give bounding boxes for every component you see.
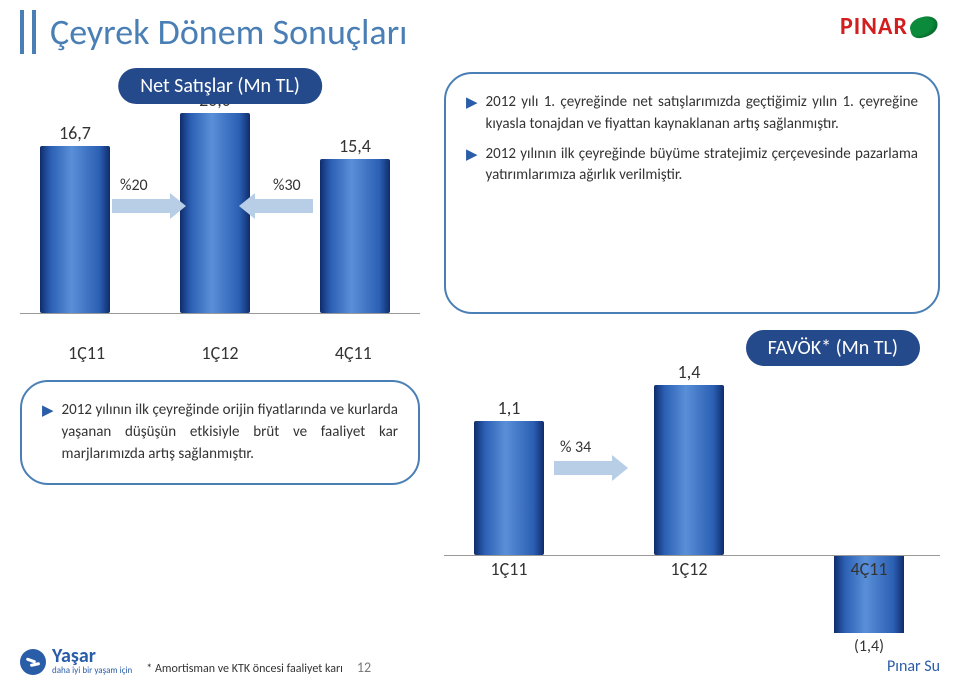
top-commentary-bubble: ▶2012 yılı 1. çeyreğinde net satışlarımı… [444, 72, 940, 314]
change-arrow-label: %30 [273, 176, 301, 195]
slide-footer: Yaşar daha iyi bir yaşam için * Amortism… [20, 648, 940, 676]
favok-chart: 1,1 1,4 % 34 [444, 386, 940, 556]
change-arrow [554, 461, 612, 475]
x-category-label: 4Ç11 [834, 558, 904, 580]
yasar-logo: Yaşar daha iyi bir yaşam için [20, 648, 132, 676]
yasar-sub: daha iyi bir yaşam için [52, 665, 132, 676]
yasar-logo-text: Yaşar [52, 648, 132, 665]
bar: 16,7 [40, 146, 110, 313]
yasar-icon [20, 649, 46, 675]
x-category-label: 1Ç12 [654, 558, 724, 580]
bottom-commentary-bubble: ▶ 2012 yılının ilk çeyreğinde orijin fiy… [20, 380, 420, 485]
bar-value-label: 16,7 [59, 122, 91, 144]
bullet-icon: ▶ [42, 401, 54, 465]
netsales-xcats: 1Ç11 1Ç12 4Ç11 [20, 342, 420, 364]
leaf-icon [908, 13, 940, 40]
bullet-text: 2012 yılının ilk çeyreğinde büyüme strat… [486, 144, 918, 188]
bullet-row: ▶2012 yılı 1. çeyreğinde net satışlarımı… [466, 92, 918, 136]
slide-title: Çeyrek Dönem Sonuçları [50, 10, 407, 54]
x-category-label: 1Ç12 [202, 342, 239, 364]
x-category-label: 1Ç11 [474, 558, 544, 580]
page-number: 12 [357, 659, 371, 676]
x-category-label: 4Ç11 [335, 342, 372, 364]
change-arrow-label: %20 [120, 176, 148, 195]
bullet-row: ▶2012 yılının ilk çeyreğinde büyüme stra… [466, 144, 918, 188]
bar: 1,4 [654, 385, 724, 555]
bar: 1,1 [474, 421, 544, 555]
change-arrow [112, 199, 170, 213]
bar-value-label: 1,1 [498, 397, 521, 419]
netsales-chart-box: Net Satışlar (Mn TL) 16,720,015,4%20%30 [20, 72, 420, 314]
bar-value-label: 1,4 [678, 361, 701, 383]
brand-right: Pınar Su [887, 657, 940, 676]
bar: 15,4 [320, 159, 390, 313]
bar-value-label: 15,4 [339, 135, 371, 157]
change-arrow-label: % 34 [560, 438, 591, 457]
brand-logo: PINAR [840, 12, 938, 41]
bullet-icon: ▶ [466, 93, 478, 136]
change-arrow [255, 199, 313, 213]
brand-logo-text: PINAR [840, 12, 908, 41]
favok-chart-box: FAVÖK* (Mn TL) 1,11,4% 34 1Ç111Ç12(1,4)4… [444, 336, 940, 636]
footnote: * Amortisman ve KTK öncesi faaliyet karı [146, 662, 343, 676]
netsales-title: Net Satışlar (Mn TL) [118, 68, 322, 104]
bullet-icon: ▶ [466, 145, 478, 188]
title-bar: Çeyrek Dönem Sonuçları [20, 10, 940, 54]
bottom-bullet-text: 2012 yılının ilk çeyreğinde orijin fiyat… [62, 400, 398, 465]
favok-title: FAVÖK* (Mn TL) [746, 330, 920, 366]
netsales-chart: 16,720,015,4%20%30 [20, 114, 420, 314]
bullet-text: 2012 yılı 1. çeyreğinde net satışlarımız… [486, 92, 918, 136]
x-category-label: 1Ç11 [68, 342, 105, 364]
favok-below-axis: 1Ç111Ç12(1,4)4Ç11 [444, 556, 940, 636]
